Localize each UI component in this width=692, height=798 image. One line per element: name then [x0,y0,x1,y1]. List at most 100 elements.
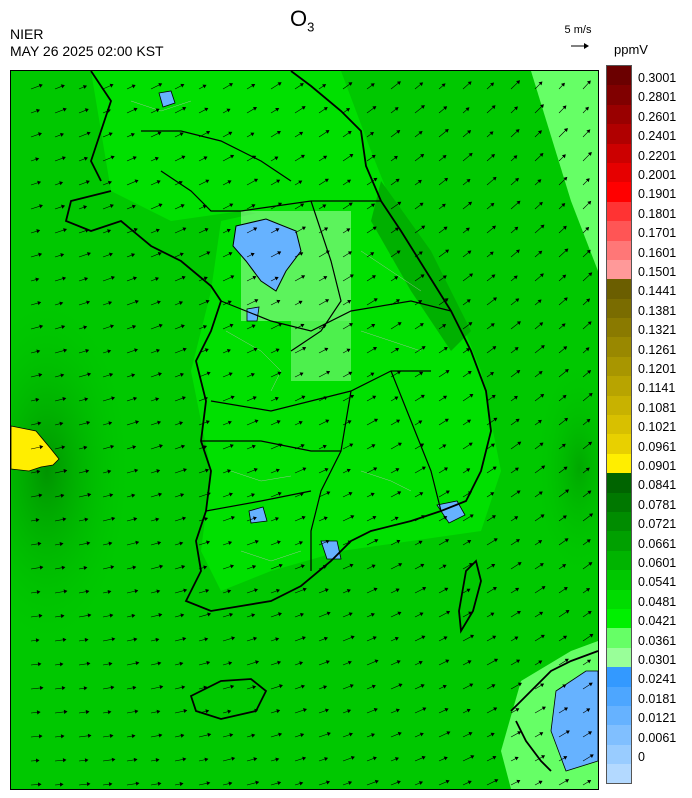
wind-arrowhead-icon [83,565,88,570]
wind-arrowhead-icon [347,660,352,665]
wind-arrowhead-icon [346,589,351,593]
wind-arrowhead-icon [59,662,64,667]
wind-arrowhead-icon [132,445,137,450]
wind-arrowhead-icon [445,249,450,254]
wind-arrowhead-icon [325,419,330,424]
colorbar-label: 0.0061 [638,730,677,745]
wind-arrowhead-icon [110,565,115,570]
wind-arrowhead-icon [350,756,355,760]
wind-arrowhead-icon [87,372,92,377]
wind-arrowhead-icon [490,612,495,617]
wind-arrowhead-icon [418,131,423,135]
wind-arrowhead-icon [370,83,375,88]
colorbar-label: 0.2801 [638,90,677,105]
wind-arrowhead-icon [394,227,399,232]
wind-arrowhead-icon [514,516,519,520]
colorbar-swatch [607,453,631,474]
wind-arrowhead-icon [228,661,233,666]
wind-arrowhead-icon [302,346,307,351]
wind-arrowhead-icon [419,371,424,376]
wind-arrowhead-icon [398,563,403,567]
wind-arrowhead-icon [300,323,305,328]
wind-arrowhead-icon [444,129,449,133]
wind-arrowhead-icon [110,685,115,690]
wind-arrowhead-icon [541,586,546,590]
wind-arrowhead-icon [465,348,470,352]
wind-arrowhead-icon [563,128,568,132]
colorbar-label: 0 [638,750,645,764]
colorbar-swatch [607,764,631,784]
wind-arrowhead-icon [492,466,497,471]
colorbar-label: 0.0781 [638,497,677,512]
wind-arrowhead-icon [155,517,160,522]
wind-arrowhead-icon [108,541,113,546]
wind-arrowhead-icon [180,493,185,498]
colorbar-swatch [607,705,631,726]
wind-arrowhead-icon [106,109,111,113]
wind-arrowhead-icon [255,660,260,665]
colorbar [606,65,632,785]
wind-arrowhead-icon [541,465,546,470]
wind-arrowhead-icon [418,660,423,665]
wind-arrowhead-icon [108,661,113,666]
wind-arrowhead-icon [159,685,164,690]
wind-arrowhead-icon [326,780,331,785]
wind-arrowhead-icon [86,252,91,256]
wind-arrowhead-icon [204,517,209,521]
wind-arrowhead-icon [347,300,352,304]
wind-arrowhead-icon [157,252,162,256]
wind-arrowhead-icon [39,204,43,209]
wind-arrowhead-icon [586,539,591,544]
wind-arrowhead-icon [182,757,187,762]
wind-arrowhead-icon [514,226,519,231]
wind-arrowhead-icon [513,395,518,400]
colorbar-swatch [607,570,631,590]
colorbar-label: 0.1321 [638,323,677,338]
wind-arrowhead-icon [83,156,88,161]
wind-arrowhead-icon [516,490,521,495]
wind-arrowhead-icon [325,660,330,664]
wind-arrowhead-icon [420,274,425,279]
wind-arrowhead-icon [86,300,91,305]
wind-arrowhead-icon [370,252,375,256]
ozone-map [10,70,599,790]
wind-arrowhead-icon [492,587,497,591]
wind-arrowhead-icon [350,515,355,519]
wind-arrowhead-icon [396,370,401,375]
wind-arrowhead-icon [563,297,568,302]
wind-arrowhead-icon [110,155,115,160]
wind-arrowhead-icon [420,684,425,688]
wind-arrowhead-icon [108,782,113,787]
wind-arrowhead-icon [155,637,160,642]
wind-arrowhead-icon [299,252,304,256]
wind-arrowhead-icon [109,204,114,209]
wind-arrowhead-icon [183,468,187,473]
wind-arrowhead-icon [178,301,183,306]
wind-arrowhead-icon [228,781,233,786]
wind-arrowhead-icon [589,513,594,518]
wind-arrowhead-icon [230,275,235,280]
wind-arrowhead-icon [323,276,328,280]
wind-arrowhead-icon [397,322,402,326]
wind-arrowhead-icon [324,178,329,183]
wind-arrowhead-icon [86,420,91,425]
wind-arrowhead-icon [60,373,65,378]
wind-arrowhead-icon [84,397,89,402]
colorbar-swatch [607,356,631,377]
wind-arrowhead-icon [83,445,88,450]
wind-vectors [30,80,594,787]
colorbar-legend: 0.3001 0.2801 0.2601 0.2401 0.2201 0.2001 0.19… [606,65,676,785]
wind-arrowhead-icon [326,611,331,616]
timestamp-label: MAY 26 2025 02:00 KST [10,43,164,59]
wind-arrowhead-icon [395,299,400,303]
wind-arrowhead-icon [107,469,112,474]
wind-arrowhead-icon [585,347,590,352]
wind-arrowhead-icon [133,757,138,762]
wind-arrowhead-icon [108,252,113,257]
wind-arrowhead-icon [35,397,40,402]
wind-arrowhead-icon [179,541,184,546]
wind-arrowhead-icon [84,637,89,642]
wind-arrowhead-icon [517,562,522,566]
wind-arrowhead-icon [59,301,64,306]
wind-arrowhead-icon [276,179,281,184]
